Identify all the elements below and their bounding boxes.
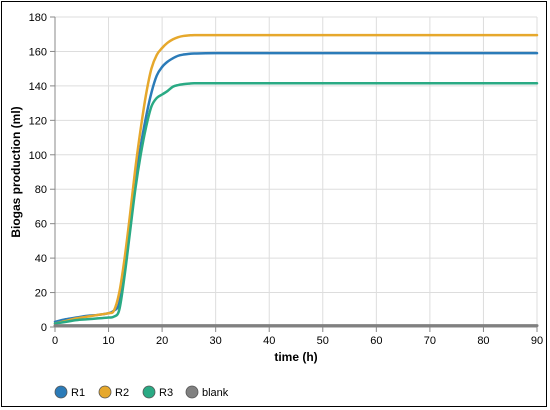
y-tick-label: 60 xyxy=(35,219,47,231)
x-tick-label: 30 xyxy=(210,335,222,347)
x-tick-label: 90 xyxy=(531,335,543,347)
x-tick-label: 80 xyxy=(477,335,489,347)
series-line-r1 xyxy=(53,51,539,324)
x-tick-label: 20 xyxy=(156,335,168,347)
series-lines xyxy=(53,33,539,328)
y-tick-label: 40 xyxy=(35,253,47,265)
y-tick-label: 160 xyxy=(29,46,47,58)
legend-item-r1[interactable]: R1 xyxy=(54,385,85,399)
x-tick-label: 10 xyxy=(102,335,114,347)
tick-labels: 0 10 20 30 40 50 60 70 80 90 0 20 40 60 80 100 120 140 160… xyxy=(29,12,543,347)
legend-swatch xyxy=(185,385,199,399)
legend-label: blank xyxy=(202,387,229,399)
legend-item-r2[interactable]: R2 xyxy=(98,385,129,399)
legend-swatch xyxy=(54,385,68,399)
legend-label: R3 xyxy=(159,387,173,399)
legend-swatch xyxy=(142,385,156,399)
legend-item-blank[interactable]: blank xyxy=(185,385,229,399)
y-tick-label: 20 xyxy=(35,288,47,300)
y-tick-label: 0 xyxy=(41,322,47,334)
y-tick-label: 120 xyxy=(29,115,47,127)
y-tick-label: 180 xyxy=(29,12,47,24)
x-tick-label: 0 xyxy=(52,335,58,347)
x-tick-label: 60 xyxy=(370,335,382,347)
y-tick-label: 80 xyxy=(35,184,47,196)
y-axis-title: Biogas production (ml) xyxy=(9,106,23,237)
legend-label: R1 xyxy=(71,387,85,399)
grid-lines xyxy=(54,16,538,328)
y-tick-label: 140 xyxy=(29,81,47,93)
x-tick-label: 50 xyxy=(317,335,329,347)
series-line-r2 xyxy=(53,33,539,325)
legend[interactable]: R1 R2 R3 blank xyxy=(54,385,229,399)
series-line-r3 xyxy=(53,82,539,325)
legend-label: R2 xyxy=(115,387,129,399)
x-tick-label: 70 xyxy=(424,335,436,347)
y-tick-label: 100 xyxy=(29,150,47,162)
x-tick-label: 40 xyxy=(263,335,275,347)
x-axis-title: time (h) xyxy=(274,350,317,364)
legend-swatch xyxy=(98,385,112,399)
legend-item-r3[interactable]: R3 xyxy=(142,385,173,399)
